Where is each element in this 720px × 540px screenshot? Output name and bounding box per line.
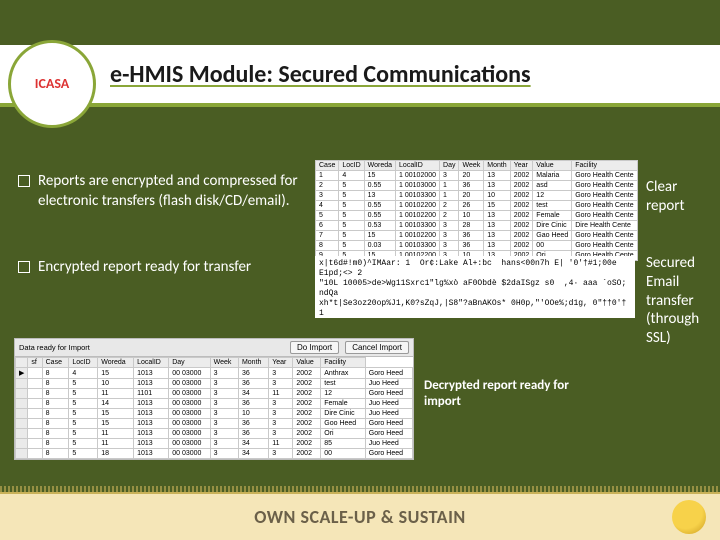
table-row: 8515101300 0300031032002Dire CinicJuo He… [16, 409, 413, 419]
content-area: Reports are encrypted and compressed for… [0, 160, 720, 492]
table-row: 8511101300 0300033411200285Juo Heed [16, 439, 413, 449]
table-row: 35131 0010330012010200212Goro Health Cen… [316, 191, 638, 201]
table-header: Day [440, 161, 459, 171]
decrypted-caption: Decrypted report ready for import [424, 378, 574, 409]
table-header: Day [169, 358, 210, 368]
table-row: 8514101300 0300033632002FemaleJuo Heed [16, 399, 413, 409]
table-header: Week [210, 358, 238, 368]
table-header: Woreda [98, 358, 134, 368]
table-row: 450.551 00102200226152002testGoro Health… [316, 201, 638, 211]
table-header: Week [459, 161, 484, 171]
bullet-2-text: Encrypted report ready for transfer [38, 258, 251, 278]
logo-circle: ICASA [8, 40, 96, 128]
table-header: Year [510, 161, 533, 171]
encrypted-text-box: x|t6d#!m0)^IMAar: 1 Or¢:Lake Al+:bc hans… [315, 256, 635, 318]
clear-report-label: Clear report [646, 178, 716, 216]
table-header: LocalID [396, 161, 440, 171]
clear-report-table: CaseLocIDWoredaLocalIDDayWeekMonthYearVa… [315, 160, 638, 261]
bullet-1: Reports are encrypted and compressed for… [18, 172, 298, 211]
cancel-import-button[interactable]: Cancel Import [345, 341, 409, 354]
table-header: Facility [321, 358, 366, 368]
footer: OWN SCALE-UP & SUSTAIN [0, 492, 720, 540]
footer-globe-icon [672, 500, 706, 534]
table-row: 75151 00102200336132002Gao HeedGoro Heal… [316, 231, 638, 241]
table-header [16, 358, 28, 368]
header: ICASA e-HMIS Module: Secured Communicati… [0, 0, 720, 105]
import-panel-title: Data ready for Import [19, 343, 90, 352]
table-header: Year [269, 358, 293, 368]
table-header: Value [293, 358, 321, 368]
secured-email-label: Secured Email transfer (through SSL) [646, 254, 720, 348]
table-header: LocID [339, 161, 364, 171]
table-header: LocID [69, 358, 98, 368]
table-row: 250.551 00103000136132002asdGoro Health … [316, 181, 638, 191]
table-row: 650.531 00103300328132002Dire CinicDire … [316, 221, 638, 231]
table-header: Month [238, 358, 268, 368]
table-header: Value [533, 161, 572, 171]
import-data-table: sfCaseLocIDWoredaLocalIDDayWeekMonthYear… [15, 357, 413, 459]
bullet-marker-icon [18, 175, 30, 187]
table-row: ▶8415101300 0300033632002AnthraxGoro Hee… [16, 368, 413, 379]
table-row: 8511101300 0300033632002OriGoro Heed [16, 429, 413, 439]
table-row: 14151 00102000320132002MalariaGoro Healt… [316, 171, 638, 181]
page-title: e-HMIS Module: Secured Communications [110, 60, 531, 89]
import-panel-header: Data ready for Import Do Import Cancel I… [15, 339, 413, 357]
table-row: 8518101300 030003343200200Goro Heed [16, 449, 413, 459]
table-row: 8511110100 0300033411200212Goro Heed [16, 389, 413, 399]
table-header: sf [28, 358, 42, 368]
table-header: LocalID [134, 358, 169, 368]
table-header: Month [484, 161, 510, 171]
table-header: Case [42, 358, 69, 368]
table-row: 550.551 00102200210132002FemaleGoro Heal… [316, 211, 638, 221]
bullet-2: Encrypted report ready for transfer [18, 258, 251, 278]
do-import-button[interactable]: Do Import [290, 341, 339, 354]
table-row: 850.031 0010330033613200200Goro Health C… [316, 241, 638, 251]
table-header: Case [316, 161, 339, 171]
bullet-1-text: Reports are encrypted and compressed for… [38, 172, 298, 211]
logo-text: ICASA [35, 77, 70, 91]
title-bar: e-HMIS Module: Secured Communications [0, 45, 720, 107]
import-panel: Data ready for Import Do Import Cancel I… [14, 338, 414, 460]
table-row: 8510101300 0300033632002testJuo Heed [16, 379, 413, 389]
bullet-marker-icon [18, 261, 30, 273]
table-row: 8515101300 0300033632002Goo HeedGoro Hee… [16, 419, 413, 429]
table-header: Woreda [364, 161, 395, 171]
footer-text: OWN SCALE-UP & SUSTAIN [254, 506, 466, 528]
table-header: Facility [572, 161, 637, 171]
